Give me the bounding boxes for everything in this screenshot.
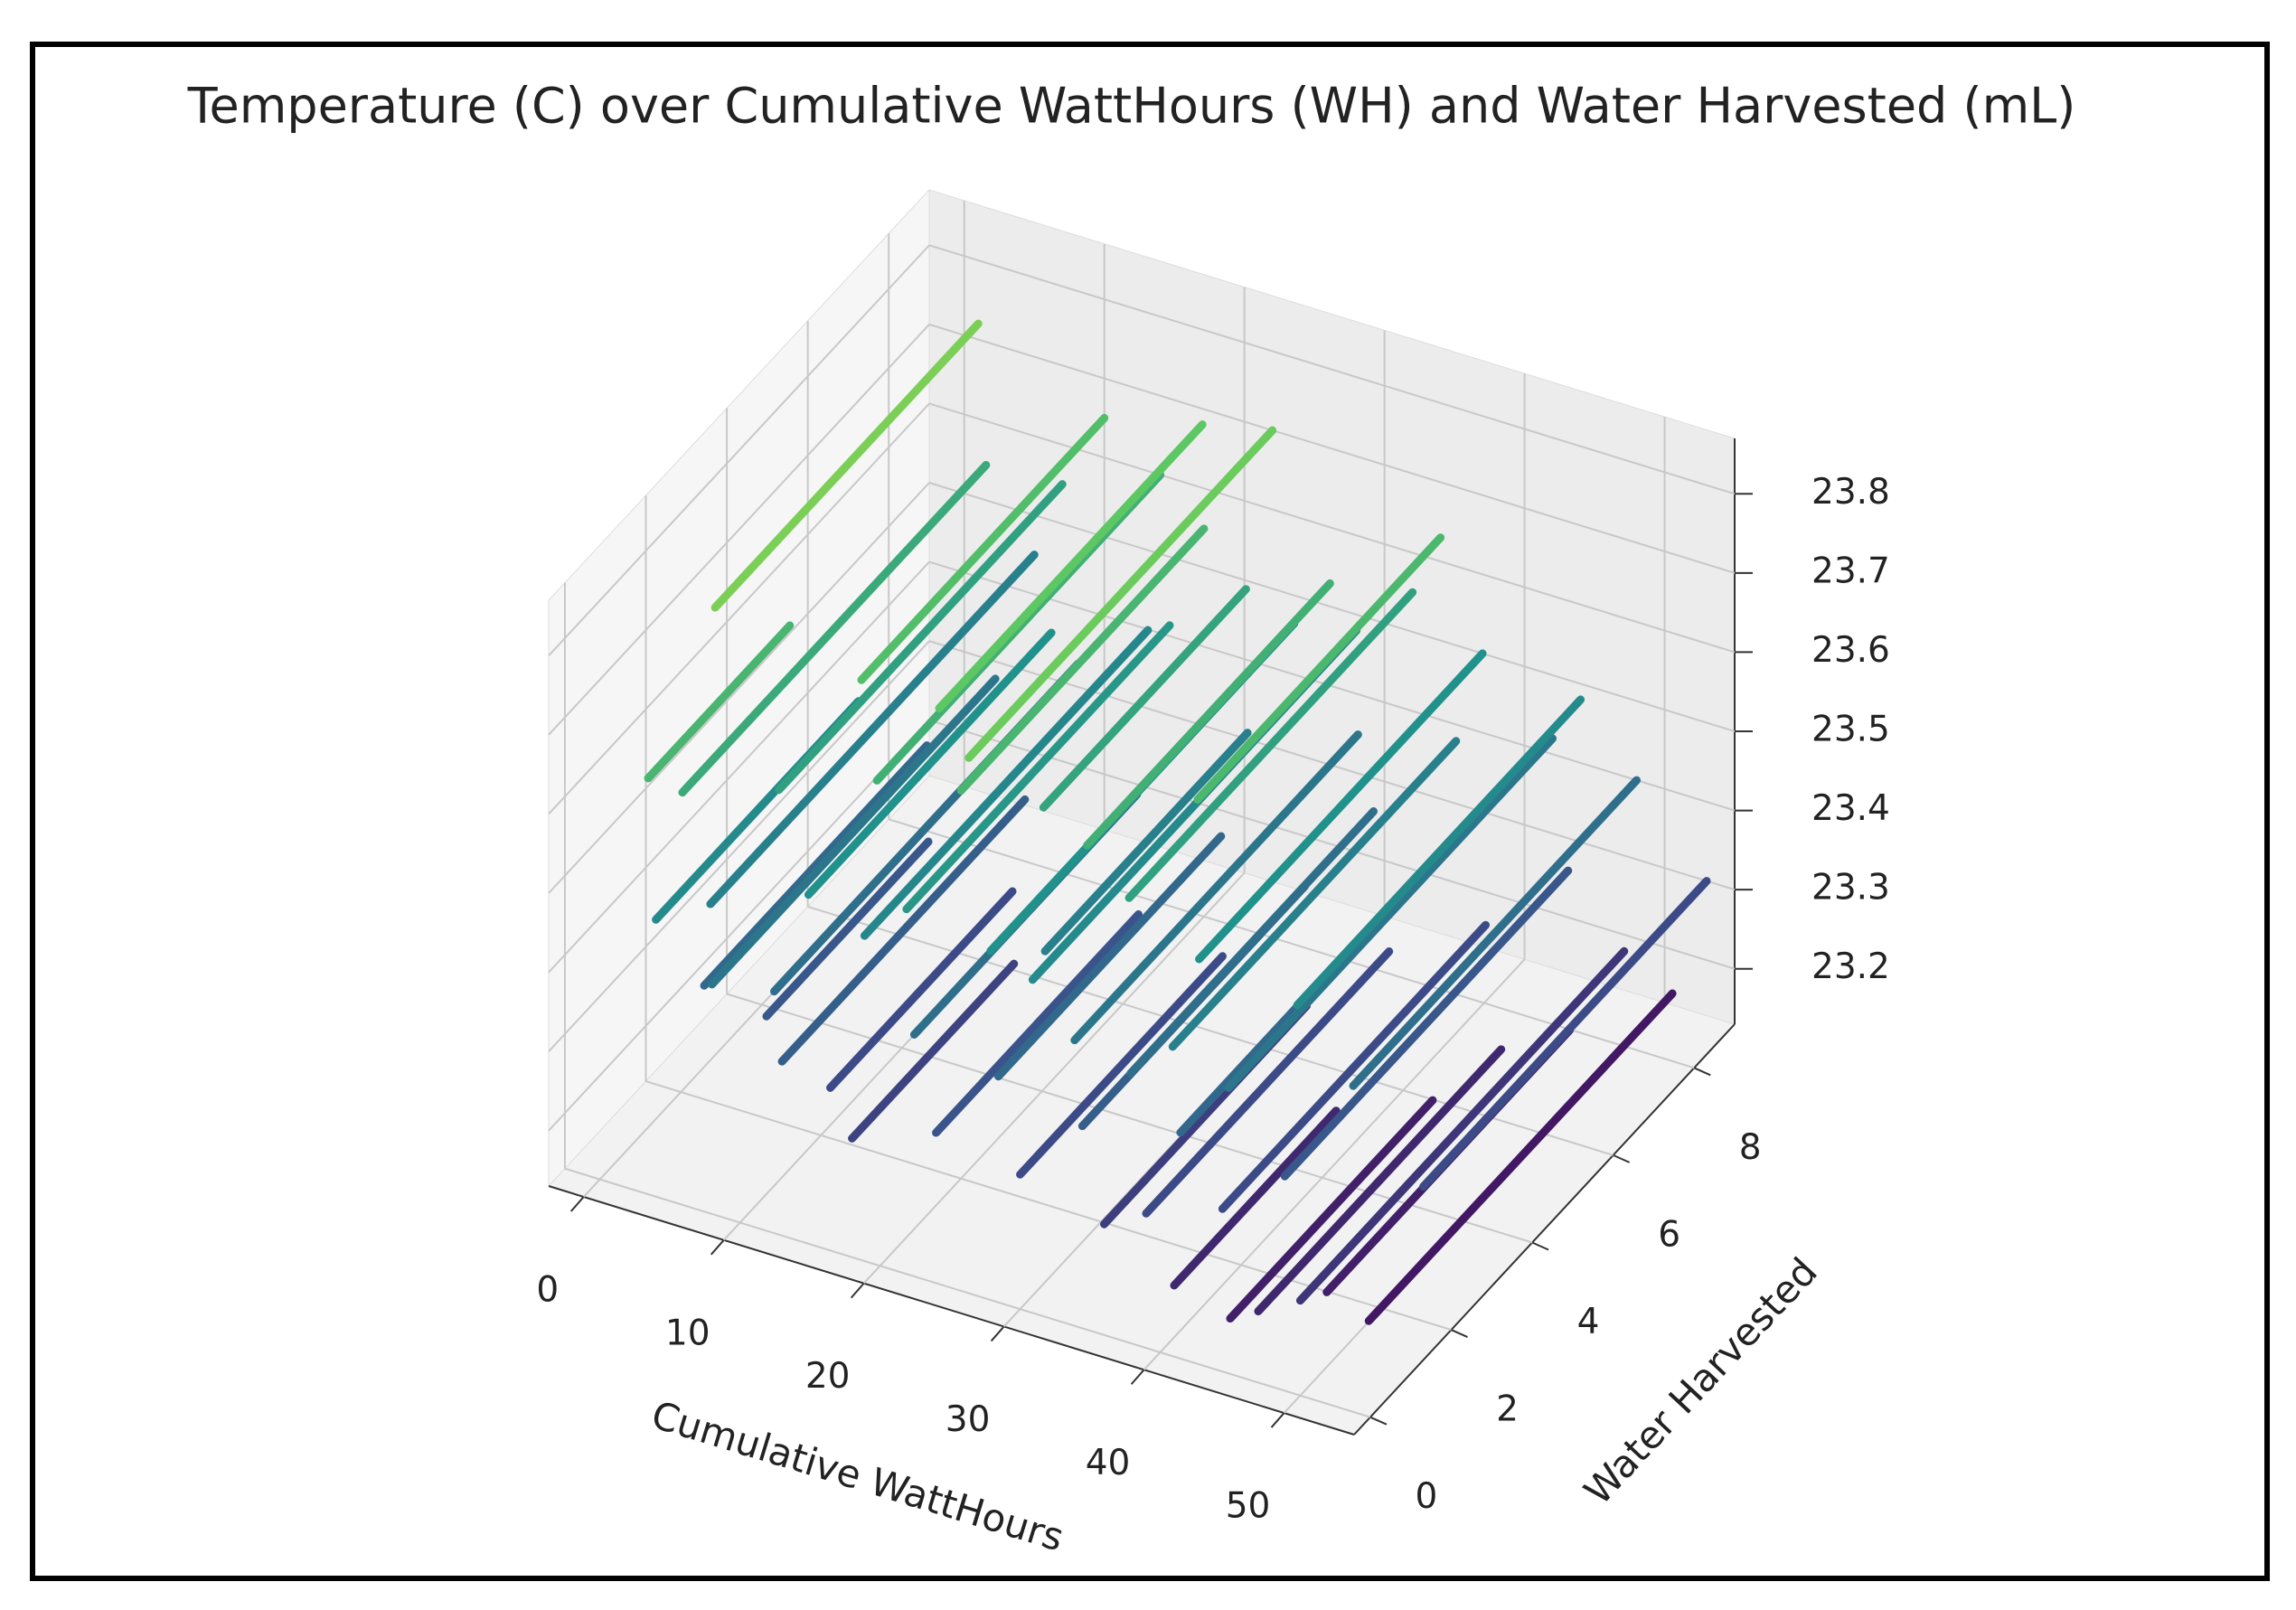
z-grid-line	[548, 560, 930, 974]
z-tick-label: 23.2	[1811, 946, 1890, 987]
z-grid-line	[928, 323, 1736, 574]
y-tick	[1693, 1067, 1711, 1077]
x-tick	[850, 1282, 865, 1299]
data-line	[1040, 729, 1252, 956]
x-tick-label: 30	[946, 1399, 991, 1440]
data-line	[848, 959, 1019, 1143]
y-tick-label: 4	[1577, 1302, 1600, 1342]
chart-title: Temperature (C) over Cumulative WattHour…	[187, 78, 2076, 135]
data-line	[1218, 920, 1490, 1213]
data-line	[932, 910, 1143, 1137]
data-line	[1083, 579, 1334, 850]
z-grid-line	[548, 244, 930, 656]
data-line	[804, 628, 1056, 899]
marks	[644, 319, 1711, 1325]
data-line	[700, 741, 931, 990]
y-tick-label: 6	[1658, 1214, 1680, 1255]
data-line	[935, 420, 1207, 713]
data-line	[1418, 877, 1711, 1191]
x-grid-line	[1143, 958, 1526, 1370]
data-line	[956, 524, 1209, 796]
data-line	[1226, 1096, 1437, 1323]
x-tick	[1130, 1369, 1145, 1385]
data-line	[1195, 649, 1487, 964]
y-tick-label: 0	[1416, 1476, 1438, 1517]
x-tick	[1270, 1412, 1285, 1428]
data-line	[1070, 730, 1362, 1045]
data-line	[706, 551, 1039, 909]
y-tick-label: 2	[1496, 1389, 1519, 1430]
data-line	[993, 832, 1226, 1081]
data-line	[860, 626, 1153, 940]
data-line	[1170, 1106, 1341, 1290]
x-tick-label: 50	[1226, 1486, 1271, 1527]
z-grid-line	[928, 244, 1736, 495]
z-grid-line	[928, 402, 1736, 654]
data-line	[965, 426, 1277, 762]
y-tick	[1531, 1241, 1549, 1251]
data-line	[857, 413, 1109, 684]
data-line	[1224, 734, 1557, 1092]
data-line	[902, 621, 1174, 914]
data-line	[1193, 533, 1445, 805]
data-line	[708, 674, 1000, 989]
x-tick-label: 0	[536, 1269, 559, 1310]
data-line	[1364, 989, 1677, 1325]
x-tick	[569, 1196, 585, 1212]
x-axis-line	[548, 1185, 1355, 1436]
z-tick-label: 23.8	[1811, 472, 1890, 513]
data-line	[825, 887, 1017, 1092]
z-grid-line	[928, 482, 1736, 732]
z-grid-line	[548, 482, 930, 894]
data-line	[1293, 695, 1586, 1010]
x-tick	[990, 1325, 1005, 1342]
data-line	[1039, 585, 1250, 812]
data-line	[644, 621, 795, 783]
y-tick	[1369, 1416, 1388, 1426]
z-grid-line	[928, 560, 1736, 812]
z-grid-line	[548, 640, 930, 1052]
y-axis-line	[1353, 1023, 1736, 1436]
data-line	[1168, 737, 1461, 1051]
data-line	[1280, 866, 1573, 1181]
data-line	[1142, 947, 1394, 1218]
data-line	[1254, 1045, 1506, 1316]
y-tick	[1451, 1329, 1468, 1338]
x-tick-label: 10	[665, 1313, 710, 1353]
z-tick-label: 23.3	[1811, 868, 1890, 909]
data-line	[762, 837, 933, 1021]
data-line	[1126, 807, 1379, 1078]
x-tick	[710, 1239, 725, 1256]
z-tick-label: 23.4	[1811, 788, 1890, 829]
data-line	[777, 795, 1030, 1066]
x-grid-line	[862, 871, 1246, 1285]
data-line	[775, 480, 1067, 795]
z-grid-line	[548, 324, 930, 736]
y-grid-line	[564, 1167, 1371, 1418]
x-tick-label: 40	[1086, 1443, 1131, 1483]
data-line	[1295, 946, 1629, 1305]
z-grid-line	[548, 720, 930, 1132]
data-line	[1349, 776, 1642, 1090]
data-line	[710, 319, 983, 612]
y-tick-label: 8	[1739, 1127, 1762, 1168]
z-grid-line	[548, 402, 930, 815]
data-line	[1016, 952, 1227, 1179]
z-tick-label: 23.6	[1811, 630, 1890, 671]
z-grid-line	[928, 719, 1736, 970]
z-tick-label: 23.7	[1811, 551, 1890, 591]
x-tick-label: 20	[805, 1356, 851, 1397]
data-line	[1124, 588, 1417, 902]
data-line	[678, 460, 991, 797]
z-tick-label: 23.5	[1811, 710, 1890, 750]
y-tick	[1613, 1153, 1631, 1163]
